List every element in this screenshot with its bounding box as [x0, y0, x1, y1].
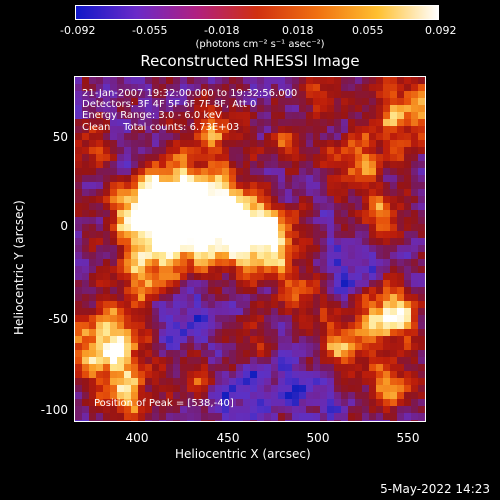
y-tick: -100: [40, 403, 68, 417]
colorbar-tick: 0.055: [352, 24, 384, 37]
colorbar-units: (photons cm⁻² s⁻¹ asec⁻²): [195, 39, 325, 50]
colorbar-tick: 0.018: [282, 24, 314, 37]
y-tick: 0: [60, 219, 68, 233]
x-tick: 550: [396, 431, 420, 445]
info-energy-range: Energy Range: 3.0 - 6.0 keV: [82, 110, 222, 121]
info-detectors: Detectors: 3F 4F 5F 6F 7F 8F, Att 0: [82, 99, 257, 110]
colorbar-tick: 0.092: [425, 24, 457, 37]
y-tick: 50: [52, 130, 68, 144]
x-tick: 400: [125, 431, 149, 445]
info-time-range: 21-Jan-2007 19:32:00.000 to 19:32:56.000: [82, 88, 298, 99]
colorbar-tick: -0.055: [132, 24, 168, 37]
x-tick: 500: [306, 431, 330, 445]
info-total-counts: Clean Total counts: 6.73E+03: [82, 122, 240, 133]
peak-position: Position of Peak = [538,-40]: [94, 398, 234, 409]
x-axis-label: Heliocentric X (arcsec): [175, 447, 311, 461]
x-tick: 450: [216, 431, 240, 445]
rhessi-image: [74, 76, 426, 422]
colorbar-tick: -0.018: [204, 24, 240, 37]
plot-title: Reconstructed RHESSI Image: [140, 52, 360, 70]
colorbar: [75, 5, 439, 20]
rhessi-image-canvas: [75, 77, 425, 421]
colorbar-tick: -0.092: [60, 24, 96, 37]
date-stamp: 5-May-2022 14:23: [380, 482, 490, 496]
y-tick: -50: [48, 312, 68, 326]
y-axis-label: Heliocentric Y (arcsec): [12, 200, 26, 335]
